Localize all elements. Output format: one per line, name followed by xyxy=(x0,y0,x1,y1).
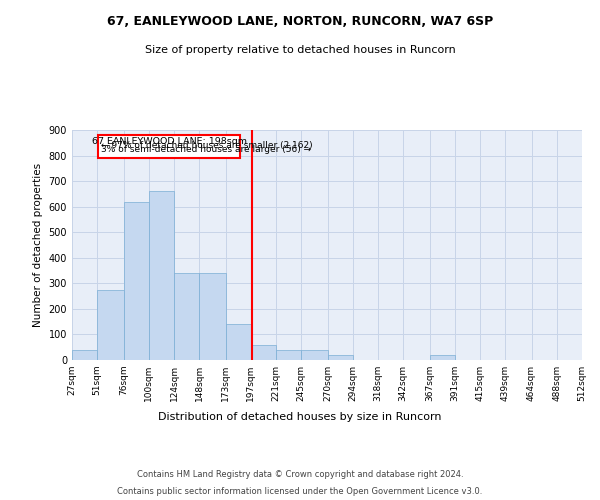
Bar xyxy=(251,344,276,360)
Bar xyxy=(328,355,353,360)
Bar xyxy=(149,192,174,360)
Bar xyxy=(174,273,199,360)
Text: ← 97% of detached houses are smaller (2,162): ← 97% of detached houses are smaller (2,… xyxy=(101,141,313,150)
Bar xyxy=(226,324,251,360)
Bar xyxy=(124,202,149,360)
Text: 3% of semi-detached houses are larger (56) →: 3% of semi-detached houses are larger (5… xyxy=(101,146,311,154)
Bar xyxy=(199,273,226,360)
Bar xyxy=(276,350,301,360)
Y-axis label: Number of detached properties: Number of detached properties xyxy=(33,163,43,327)
Text: Contains HM Land Registry data © Crown copyright and database right 2024.: Contains HM Land Registry data © Crown c… xyxy=(137,470,463,479)
Bar xyxy=(97,290,124,360)
Text: Distribution of detached houses by size in Runcorn: Distribution of detached houses by size … xyxy=(158,412,442,422)
Text: Size of property relative to detached houses in Runcorn: Size of property relative to detached ho… xyxy=(145,45,455,55)
Bar xyxy=(301,350,328,360)
Text: 67, EANLEYWOOD LANE, NORTON, RUNCORN, WA7 6SP: 67, EANLEYWOOD LANE, NORTON, RUNCORN, WA… xyxy=(107,15,493,28)
Bar xyxy=(98,134,240,158)
Text: Contains public sector information licensed under the Open Government Licence v3: Contains public sector information licen… xyxy=(118,488,482,496)
Bar xyxy=(430,355,455,360)
Text: 67 EANLEYWOOD LANE: 198sqm: 67 EANLEYWOOD LANE: 198sqm xyxy=(92,136,247,145)
Bar xyxy=(72,350,97,360)
